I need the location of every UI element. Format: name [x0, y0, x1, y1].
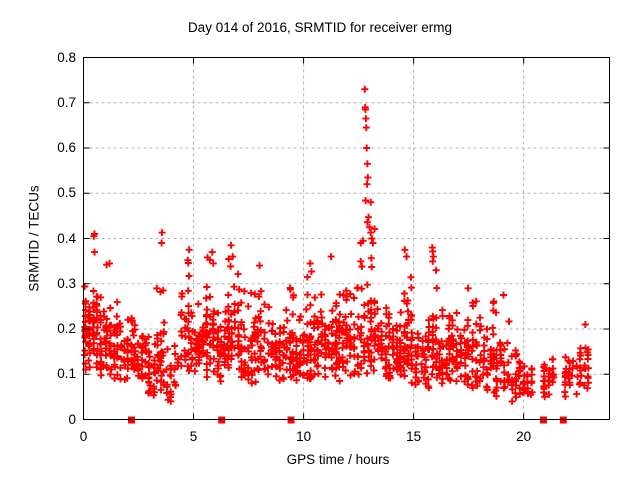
x-tick-label: 0: [79, 429, 88, 444]
y-tick-label: 0.8: [57, 49, 76, 65]
x-tick-label: 15: [406, 429, 422, 444]
y-tick-label: 0.4: [57, 230, 76, 246]
grid-lines: [83, 57, 610, 420]
y-tick-label: 0.6: [57, 140, 76, 155]
y-tick-label: 0.1: [57, 366, 76, 382]
x-axis-label: GPS time / hours: [286, 452, 390, 467]
x-tick-label: 10: [296, 429, 312, 444]
y-tick-label: 0: [68, 411, 76, 427]
x-tick-label: 5: [189, 429, 198, 444]
y-tick-label: 0.5: [57, 185, 76, 201]
y-tick-label: 0.2: [57, 321, 76, 336]
y-tick-label: 0.3: [57, 275, 76, 291]
chart-title: Day 014 of 2016, SRMTID for receiver erm…: [187, 20, 453, 35]
scatter-points: [81, 85, 592, 405]
tick-marks: [83, 57, 610, 420]
y-tick-label: 0.7: [57, 94, 76, 110]
x-tick-label: 20: [516, 429, 532, 444]
